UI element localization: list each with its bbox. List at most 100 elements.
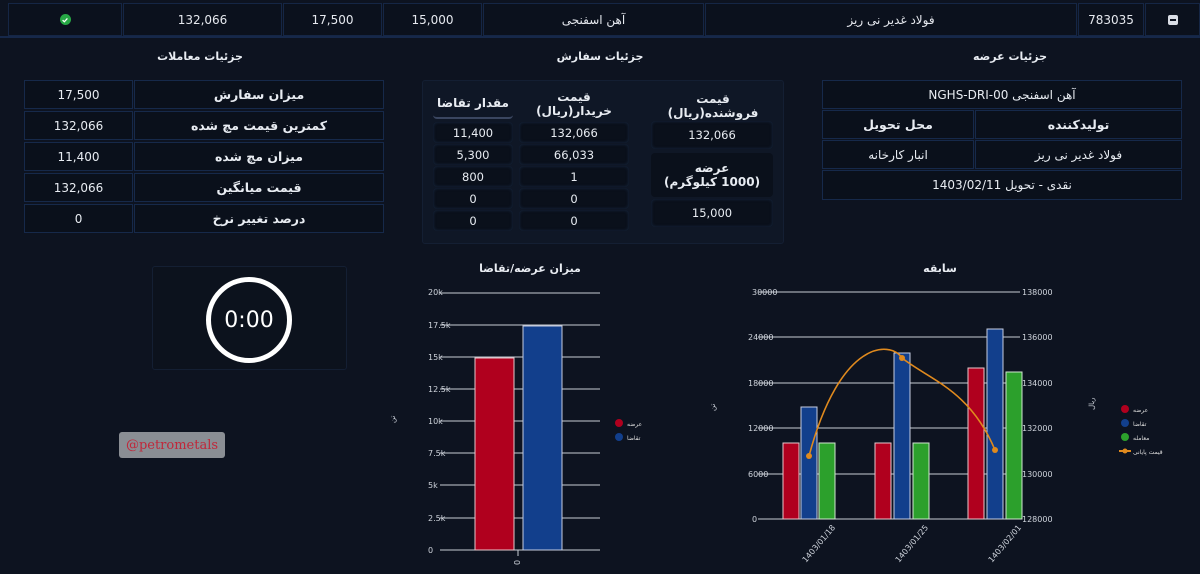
svg-text:1403/01/25: 1403/01/25 [894, 523, 931, 564]
svg-text:تقاضا: تقاضا [627, 435, 641, 442]
svg-text:1403/01/18: 1403/01/18 [801, 523, 838, 564]
svg-text:24000: 24000 [748, 333, 773, 342]
svg-text:1403/02/01: 1403/02/01 [987, 523, 1024, 564]
bar-demand [522, 325, 563, 551]
seller-price-value: 132,066 [651, 121, 773, 149]
svg-text:12000: 12000 [748, 424, 773, 433]
demand-qty-label: مقدار تقاضا [433, 89, 513, 119]
timer-value: 0:00 [224, 307, 274, 333]
bar-supply-3 [967, 367, 985, 520]
buyer-price-label: قیمت خریدار(ریال) [536, 90, 612, 118]
offer-quantity: 15,000 [383, 3, 482, 36]
demand-qty-3: 800 [433, 166, 513, 187]
svg-text:ریال: ریال [1088, 397, 1096, 410]
producer-label: تولیدکننده [975, 110, 1182, 139]
svg-text:10k: 10k [428, 417, 443, 426]
trade-label-matched-qty: میزان مچ شده [134, 142, 384, 171]
bar-supply-1 [782, 442, 800, 520]
product-code: آهن اسفنجی NGHS-DRI-00 [822, 80, 1182, 109]
svg-text:0: 0 [752, 515, 757, 524]
demand-qty-5: 0 [433, 210, 513, 231]
svg-text:0: 0 [428, 546, 433, 555]
svg-text:7.5k: 7.5k [428, 449, 446, 458]
watermark: @petrometals [119, 432, 225, 458]
seller-price-label: قیمت فروشنده(ریال) [667, 92, 759, 120]
bar-trade-3 [1005, 371, 1023, 520]
svg-text:2.5k: 2.5k [428, 514, 446, 523]
order-summary-row[interactable]: 783035 فولاد غدیر نی ریز آهن اسفنجی 15,0… [0, 0, 1200, 38]
offer-details-panel: آهن اسفنجی NGHS-DRI-00 تولیدکننده محل تح… [815, 74, 1195, 208]
supply-label: عرضه (1000 کیلوگرم) [651, 153, 773, 197]
supply-demand-chart: 20k 17.5k 15k 12.5k 10k 7.5k 5k 2.5k 0 0… [389, 288, 642, 565]
y-tick-20k: 20k [428, 288, 443, 297]
svg-text:12.5k: 12.5k [428, 385, 451, 394]
svg-text:30000: 30000 [752, 288, 777, 297]
demand-qty-2: 5,300 [433, 144, 513, 165]
svg-text:132000: 132000 [1022, 424, 1053, 433]
svg-text:17.5k: 17.5k [428, 321, 451, 330]
trade-value-rate-change: 0 [24, 204, 133, 233]
buyer-price-2: 66,033 [519, 144, 629, 165]
order-code: 783035 [1078, 3, 1144, 36]
bar-demand-1 [800, 406, 818, 520]
svg-text:عرضه: عرضه [627, 421, 642, 428]
price: 132,066 [123, 3, 282, 36]
buyer-price-5: 0 [519, 210, 629, 231]
svg-text:5k: 5k [428, 481, 438, 490]
svg-text:0: 0 [513, 560, 522, 565]
svg-text:6000: 6000 [748, 470, 768, 479]
producer-value: فولاد غدیر نی ریز [975, 140, 1182, 169]
demand-qty-4: 0 [433, 188, 513, 209]
status-cell [8, 3, 122, 36]
trade-label-min-matched-price: کمترین قیمت مچ شده [134, 111, 384, 140]
svg-text:تن: تن [709, 404, 717, 411]
svg-text:136000: 136000 [1022, 333, 1053, 342]
trade-label-rate-change: درصد تغییر نرخ [134, 204, 384, 233]
producer-name: فولاد غدیر نی ریز [705, 3, 1077, 36]
supply-label-line2: (1000 کیلوگرم) [663, 175, 761, 189]
bar-trade-2 [912, 442, 930, 520]
trade-label-order-qty: میزان سفارش [134, 80, 384, 109]
buyer-price-4: 0 [519, 188, 629, 209]
history-chart: 30000 24000 18000 12000 6000 0 138000 13… [709, 288, 1163, 564]
order-details-panel: قیمت فروشنده(ریال) 132,066 عرضه (1000 کی… [422, 80, 784, 244]
supply-label-line1: عرضه [694, 161, 730, 175]
bar-demand-3 [986, 328, 1004, 520]
svg-text:128000: 128000 [1022, 515, 1053, 524]
trade-value-min-matched-price: 132,066 [24, 111, 133, 140]
svg-text:130000: 130000 [1022, 470, 1053, 479]
supply-demand-chart-title: میزان عرضه/تقاضا [479, 262, 581, 275]
svg-text:18000: 18000 [748, 379, 773, 388]
minus-square-icon[interactable] [1167, 14, 1178, 25]
supply-value: 15,000 [651, 199, 773, 227]
product-name: آهن اسفنجی [483, 3, 704, 36]
trade-value-avg-price: 132,066 [24, 173, 133, 202]
order-quantity: 17,500 [283, 3, 382, 36]
order-details-title: جزئیات سفارش [556, 50, 644, 63]
svg-text:تقاضا: تقاضا [1133, 421, 1147, 428]
trade-value-matched-qty: 11,400 [24, 142, 133, 171]
trade-details-title: جزئیات معاملات [157, 50, 243, 63]
settlement-info: نقدی - تحویل 1403/02/11 [822, 170, 1182, 200]
trade-label-avg-price: قیمت میانگین [134, 173, 384, 202]
bar-supply-2 [874, 442, 892, 520]
svg-text:عرضه: عرضه [1133, 407, 1148, 414]
svg-text:138000: 138000 [1022, 288, 1053, 297]
bar-demand-2 [893, 352, 911, 520]
buyer-price-1: 132,066 [519, 122, 629, 143]
supply-demand-legend: عرضه تقاضا [615, 419, 642, 442]
trade-value-order-qty: 17,500 [24, 80, 133, 109]
svg-text:قیمت پایانی: قیمت پایانی [1133, 449, 1163, 456]
svg-text:تن: تن [389, 416, 397, 423]
svg-text:134000: 134000 [1022, 379, 1053, 388]
check-circle-icon [59, 14, 71, 25]
bar-trade-1 [818, 442, 836, 520]
delivery-place-value: انبار کارخانه [822, 140, 974, 169]
countdown-timer: 0:00 [206, 277, 292, 363]
history-chart-title: سابقه [923, 262, 957, 275]
buyer-price-3: 1 [519, 166, 629, 187]
collapse-toggle[interactable] [1145, 3, 1200, 36]
svg-text:15k: 15k [428, 353, 443, 362]
delivery-place-label: محل تحویل [822, 110, 974, 139]
bar-supply [474, 357, 515, 551]
